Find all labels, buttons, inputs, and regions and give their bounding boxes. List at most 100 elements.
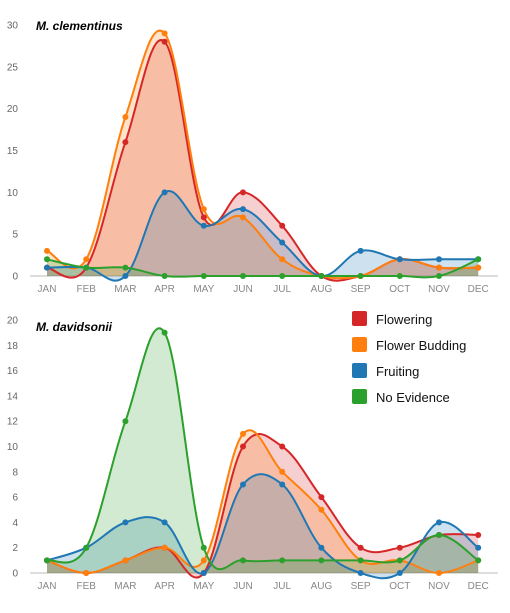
data-point[interactable] — [161, 38, 168, 45]
data-point[interactable] — [161, 273, 168, 279]
y-tick-label: 10 — [7, 188, 19, 199]
data-point[interactable] — [279, 256, 286, 263]
data-point[interactable] — [122, 139, 129, 146]
data-point[interactable] — [396, 273, 403, 279]
series-area-fruiting — [47, 474, 479, 579]
y-tick-label: 20 — [7, 316, 19, 327]
data-point[interactable] — [279, 222, 286, 229]
data-point[interactable] — [240, 189, 246, 196]
data-point[interactable] — [200, 557, 207, 564]
data-point[interactable] — [357, 544, 364, 551]
data-point[interactable] — [240, 443, 246, 450]
data-point[interactable] — [240, 481, 246, 488]
data-point[interactable] — [44, 256, 50, 263]
x-tick-label: SEP — [351, 581, 371, 592]
data-point[interactable] — [279, 443, 286, 450]
data-point[interactable] — [318, 273, 325, 279]
data-point[interactable] — [357, 570, 364, 576]
data-point[interactable] — [475, 264, 482, 271]
data-point[interactable] — [318, 557, 325, 564]
data-point[interactable] — [161, 189, 168, 196]
data-point[interactable] — [318, 494, 325, 501]
data-point[interactable] — [279, 468, 286, 475]
x-tick-label: APR — [154, 284, 175, 295]
data-point[interactable] — [318, 506, 325, 513]
data-point[interactable] — [436, 264, 442, 271]
data-point[interactable] — [396, 544, 403, 551]
data-point[interactable] — [318, 544, 325, 551]
data-point[interactable] — [122, 418, 129, 425]
y-tick-label: 20 — [7, 104, 19, 115]
data-point[interactable] — [83, 256, 90, 263]
legend: Flowering Flower Budding Fruiting No Evi… — [352, 311, 466, 405]
legend-label: Fruiting — [376, 364, 419, 379]
data-point[interactable] — [475, 544, 482, 551]
data-point[interactable] — [200, 214, 207, 221]
legend-item-flower-budding[interactable]: Flower Budding — [352, 337, 466, 353]
data-point[interactable] — [161, 30, 168, 37]
data-point[interactable] — [161, 544, 168, 551]
data-point[interactable] — [357, 247, 364, 254]
data-point[interactable] — [396, 557, 403, 564]
data-point[interactable] — [161, 329, 168, 336]
data-point[interactable] — [44, 247, 50, 254]
data-point[interactable] — [396, 256, 403, 263]
series-area-flowering — [47, 40, 479, 281]
chart-title: M. clementinus — [36, 19, 123, 33]
data-point[interactable] — [279, 481, 286, 488]
data-point[interactable] — [279, 239, 286, 246]
data-point[interactable] — [200, 206, 207, 213]
x-tick-label: JUL — [273, 581, 291, 592]
data-point[interactable] — [436, 519, 442, 526]
data-point[interactable] — [279, 557, 286, 564]
y-tick-label: 25 — [7, 62, 19, 73]
data-point[interactable] — [44, 557, 50, 564]
legend-item-flowering[interactable]: Flowering — [352, 311, 432, 327]
legend-item-fruiting[interactable]: Fruiting — [352, 363, 419, 379]
data-point[interactable] — [475, 557, 482, 564]
data-point[interactable] — [240, 206, 246, 213]
data-point[interactable] — [240, 430, 246, 437]
data-point[interactable] — [240, 557, 246, 564]
data-point[interactable] — [122, 273, 129, 279]
legend-label: No Evidence — [376, 390, 450, 405]
chart-m-davidsonii: M. davidsonii 0 2 4 6 8 10 12 14 16 18 20 JAN FEB MAR… — [7, 316, 498, 592]
data-point[interactable] — [279, 273, 286, 279]
data-point[interactable] — [200, 273, 207, 279]
y-tick-label: 2 — [12, 543, 18, 554]
data-point[interactable] — [122, 519, 129, 526]
data-point[interactable] — [357, 557, 364, 564]
data-point[interactable] — [44, 264, 50, 271]
data-point[interactable] — [83, 544, 90, 551]
x-tick-label: SEP — [351, 284, 371, 295]
x-tick-label: OCT — [389, 581, 410, 592]
y-tick-label: 15 — [7, 146, 19, 157]
data-point[interactable] — [122, 114, 129, 121]
data-point[interactable] — [436, 256, 442, 263]
data-point[interactable] — [83, 264, 90, 271]
data-point[interactable] — [240, 214, 246, 221]
series-area-no-evidence — [47, 259, 479, 278]
legend-swatch — [352, 311, 367, 326]
data-point[interactable] — [122, 557, 129, 564]
data-point[interactable] — [436, 273, 442, 279]
data-point[interactable] — [396, 570, 403, 576]
data-point[interactable] — [436, 532, 442, 539]
y-tick-label: 14 — [7, 391, 19, 402]
y-tick-label: 6 — [12, 493, 18, 504]
x-tick-label: FEB — [76, 284, 96, 295]
data-point[interactable] — [200, 222, 207, 229]
data-point[interactable] — [122, 264, 129, 271]
data-point[interactable] — [357, 273, 364, 279]
data-point[interactable] — [200, 544, 207, 551]
data-point[interactable] — [83, 570, 90, 576]
data-point[interactable] — [200, 570, 207, 576]
data-point[interactable] — [475, 256, 482, 263]
data-point[interactable] — [436, 570, 442, 576]
legend-item-no-evidence[interactable]: No Evidence — [352, 389, 450, 405]
x-tick-label: JUL — [273, 284, 291, 295]
data-point[interactable] — [240, 273, 246, 279]
data-point[interactable] — [161, 519, 168, 526]
series-area-flower-budding — [47, 30, 479, 279]
data-point[interactable] — [475, 532, 482, 539]
